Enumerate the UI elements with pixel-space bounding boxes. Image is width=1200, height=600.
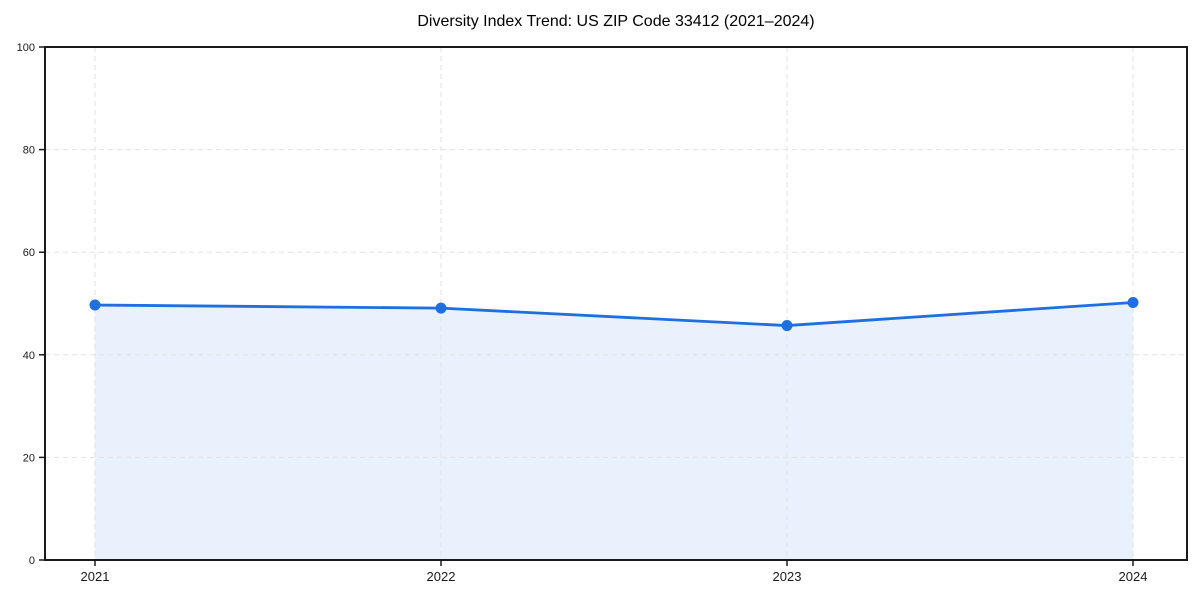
x-tick-label: 2024 <box>1119 569 1148 584</box>
x-tick-label: 2021 <box>81 569 110 584</box>
x-tick-label: 2022 <box>427 569 456 584</box>
data-point <box>781 320 793 332</box>
chart-title: Diversity Index Trend: US ZIP Code 33412… <box>417 13 815 30</box>
y-tick-label: 80 <box>23 145 35 157</box>
y-tick-label: 60 <box>23 247 35 259</box>
plot-border <box>44 46 1188 561</box>
y-tick-label: 0 <box>29 555 35 567</box>
y-tick-label: 40 <box>23 350 35 362</box>
data-point <box>435 302 447 314</box>
data-point <box>1127 296 1139 308</box>
x-tick-label: 2023 <box>773 569 802 584</box>
trend-line <box>93 301 1135 327</box>
y-tick-label: 20 <box>23 452 35 464</box>
area-fill <box>95 302 1133 560</box>
y-tick-label: 100 <box>17 42 35 54</box>
data-point <box>89 299 101 311</box>
